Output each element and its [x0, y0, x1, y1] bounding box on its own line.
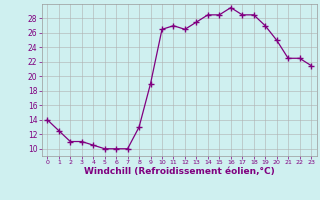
- X-axis label: Windchill (Refroidissement éolien,°C): Windchill (Refroidissement éolien,°C): [84, 167, 275, 176]
